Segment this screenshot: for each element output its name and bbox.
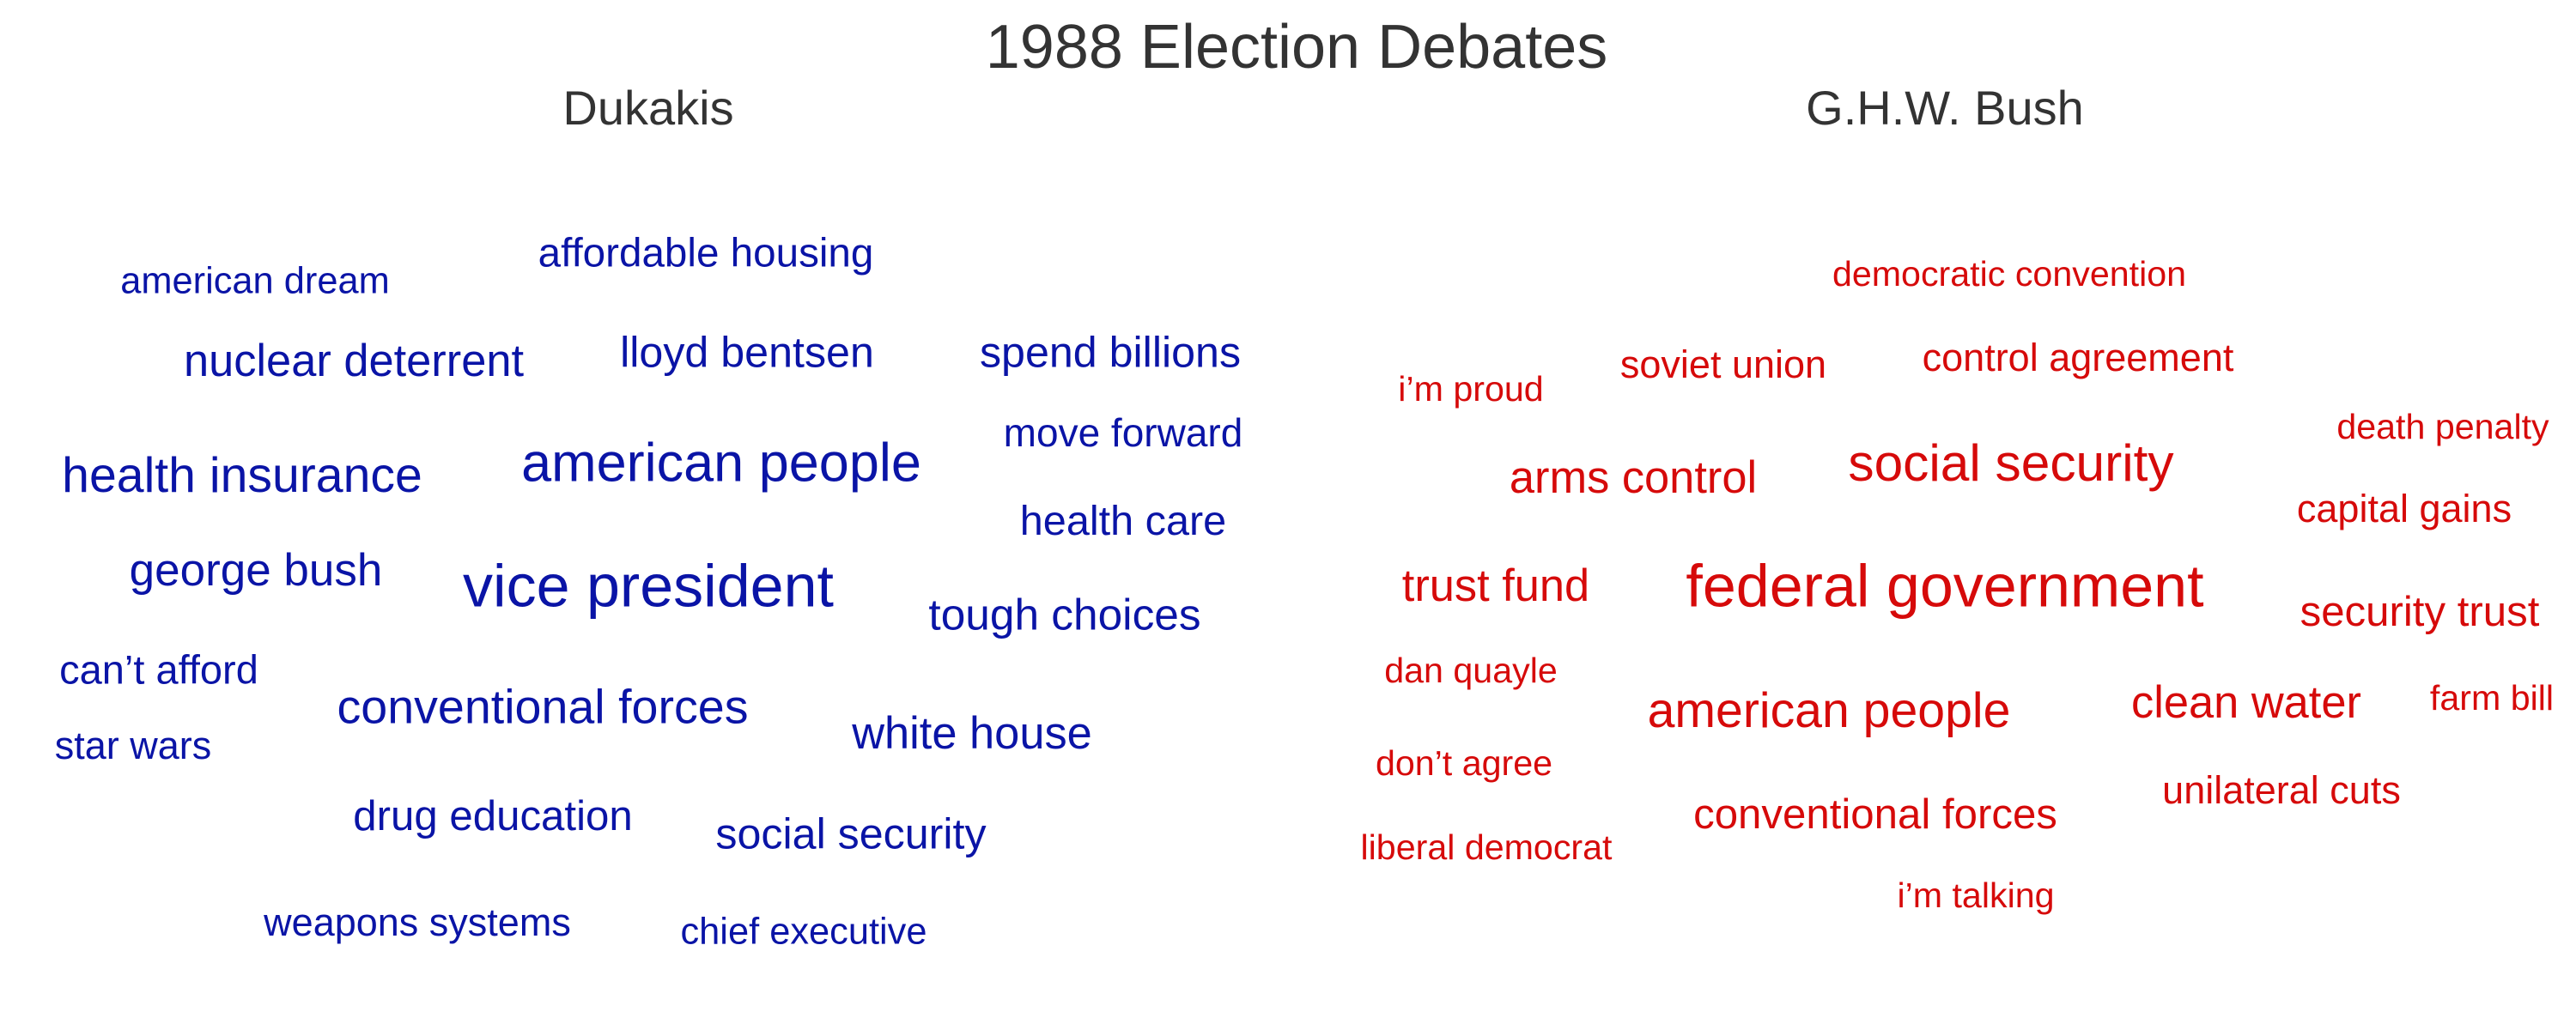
dukakis-word-affordable-housing: affordable housing bbox=[538, 231, 874, 276]
bush-word-conventional-forces: conventional forces bbox=[1693, 791, 2057, 838]
dukakis-word-star-wars: star wars bbox=[55, 724, 212, 767]
dukakis-word-american-dream: american dream bbox=[120, 260, 390, 301]
bush-word-capital-gains: capital gains bbox=[2297, 487, 2512, 530]
dukakis-word-move-forward: move forward bbox=[1004, 410, 1243, 455]
dukakis-word-white-house: white house bbox=[851, 709, 1092, 759]
bush-word-cloud: democratic convention i’m proud soviet uni… bbox=[1360, 254, 2554, 915]
dukakis-word-health-care: health care bbox=[1020, 498, 1226, 544]
bush-word-federal-government: federal government bbox=[1686, 552, 2203, 619]
bush-word-liberal-democrat: liberal democrat bbox=[1360, 827, 1613, 867]
dukakis-word-spend-billions: spend billions bbox=[980, 328, 1241, 376]
dukakis-word-nuclear-deterrent: nuclear deterrent bbox=[184, 336, 525, 386]
dukakis-word-american-people: american people bbox=[521, 433, 921, 494]
bush-word-social-security: social security bbox=[1848, 433, 2174, 492]
dukakis-panel-title: Dukakis bbox=[562, 81, 733, 135]
bush-word-democratic-convention: democratic convention bbox=[1832, 254, 2186, 294]
bush-word-i-m-talking: i’m talking bbox=[1897, 876, 2054, 915]
bush-word-unilateral-cuts: unilateral cuts bbox=[2162, 768, 2401, 812]
dukakis-word-weapons-systems: weapons systems bbox=[263, 900, 571, 944]
dukakis-word-conventional-forces: conventional forces bbox=[337, 681, 748, 734]
bush-word-dan-quayle: dan quayle bbox=[1384, 651, 1558, 690]
bush-word-farm-bill: farm bill bbox=[2430, 678, 2554, 718]
bush-word-arms-control: arms control bbox=[1510, 453, 1757, 503]
dukakis-word-tough-choices: tough choices bbox=[928, 590, 1200, 639]
bush-word-american-people: american people bbox=[1648, 683, 2011, 738]
bush-word-death-penalty: death penalty bbox=[2336, 407, 2549, 446]
bush-panel-title: G.H.W. Bush bbox=[1806, 81, 2084, 135]
bush-word-i-m-proud: i’m proud bbox=[1398, 369, 1543, 409]
dukakis-word-can-t-afford: can’t afford bbox=[59, 646, 258, 692]
dukakis-word-drug-education: drug education bbox=[353, 792, 632, 839]
bush-word-don-t-agree: don’t agree bbox=[1376, 743, 1552, 783]
bush-word-control-agreement: control agreement bbox=[1923, 336, 2234, 379]
bush-word-security-trust: security trust bbox=[2300, 588, 2540, 635]
dukakis-word-vice-president: vice president bbox=[463, 552, 834, 619]
bush-word-clean-water: clean water bbox=[2131, 678, 2361, 728]
bush-word-soviet-union: soviet union bbox=[1620, 342, 1826, 386]
dukakis-word-lloyd-bentsen: lloyd bentsen bbox=[620, 328, 874, 376]
dukakis-word-cloud: american dream affordable housing nuclear … bbox=[55, 231, 1243, 953]
dukakis-word-george-bush: george bush bbox=[130, 545, 383, 596]
chart-title: 1988 Election Debates bbox=[986, 13, 1608, 82]
bush-word-trust-fund: trust fund bbox=[1402, 561, 1589, 611]
dukakis-word-chief-executive: chief executive bbox=[680, 911, 927, 952]
dukakis-word-health-insurance: health insurance bbox=[62, 448, 422, 503]
dukakis-word-social-security: social security bbox=[715, 809, 986, 857]
